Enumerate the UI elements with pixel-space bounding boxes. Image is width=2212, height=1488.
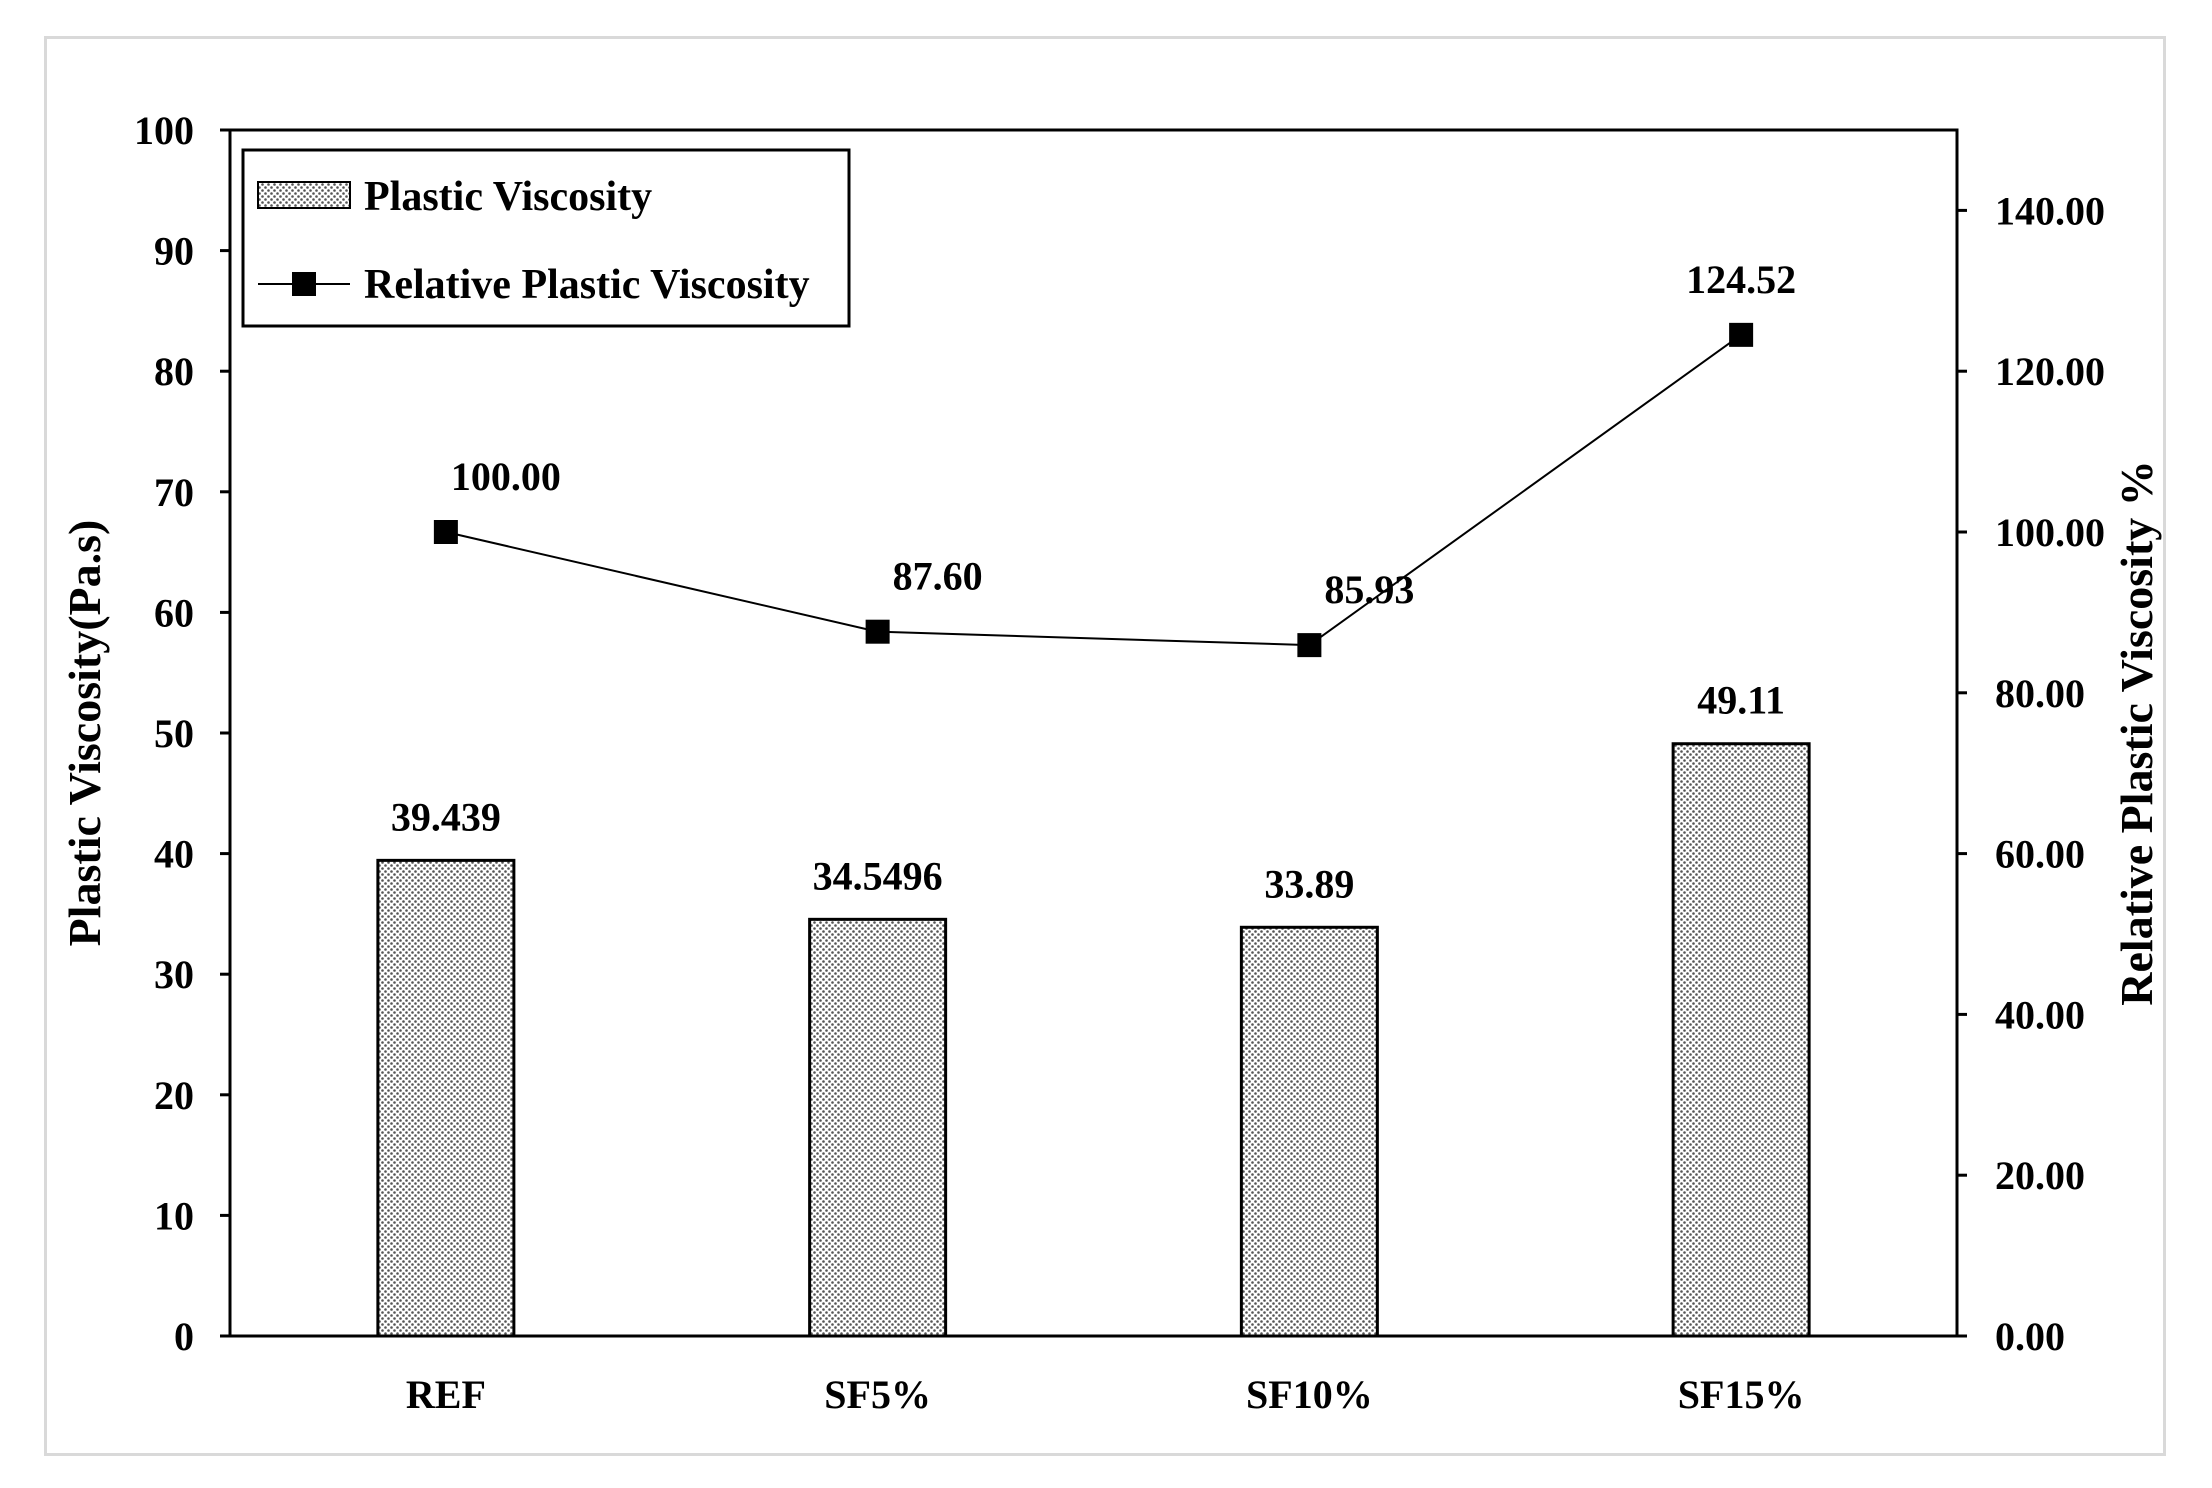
y-axis-title: Plastic Viscosity(Pa.s) — [59, 520, 110, 947]
y-tick-label: 40 — [154, 832, 194, 877]
y-tick-label: 50 — [154, 711, 194, 756]
y2-tick-label: 40.00 — [1995, 992, 2085, 1037]
bar-data-label: 34.5496 — [813, 853, 943, 898]
y2-tick-label: 100.00 — [1995, 510, 2105, 555]
line-data-label: 85.93 — [1324, 567, 1414, 612]
legend-box — [241, 148, 851, 328]
y-tick-label: 90 — [154, 229, 194, 274]
y2-axis-title: Relative Plastic Viscosity % — [2111, 460, 2162, 1006]
bar — [1671, 742, 1811, 1338]
bar — [1239, 925, 1379, 1338]
data-labels: 39.439 34.5496 33.89 49.11 100.00 87.60 85.93 1… — [391, 257, 1796, 906]
y2-tick-label: 140.00 — [1995, 188, 2105, 233]
bar — [376, 858, 516, 1338]
y-tick-label: 70 — [154, 470, 194, 515]
y2-tick-label: 20.00 — [1995, 1153, 2085, 1198]
bars-layer — [376, 742, 1811, 1338]
bar-data-label: 39.439 — [391, 794, 501, 839]
y-tick-label: 30 — [154, 952, 194, 997]
x-axis-ticks: REF SF5% SF10% SF15% — [406, 1372, 1805, 1417]
x-tick-label: SF5% — [824, 1372, 931, 1417]
y-tick-label: 60 — [154, 590, 194, 635]
y2-axis-ticks: 0.00 20.00 40.00 60.00 80.00 100.00 120.00 140.… — [1957, 188, 2105, 1359]
bar — [808, 917, 948, 1338]
x-tick-label: SF10% — [1246, 1372, 1373, 1417]
line-marker — [433, 520, 458, 544]
y2-tick-label: 120.00 — [1995, 349, 2105, 394]
bar-data-label: 49.11 — [1697, 678, 1785, 723]
y-tick-label: 0 — [174, 1314, 194, 1359]
y-tick-label: 80 — [154, 349, 194, 394]
legend-label-plastic-viscosity: Plastic Viscosity — [364, 174, 652, 220]
y-tick-label: 20 — [154, 1073, 194, 1118]
x-tick-label: SF15% — [1678, 1372, 1805, 1417]
legend-marker-swatch — [292, 272, 316, 296]
y-tick-label: 10 — [154, 1193, 194, 1238]
legend-bar-swatch — [257, 181, 351, 209]
y-axis-ticks: 0 10 20 30 40 50 60 70 80 90 100 — [134, 108, 230, 1359]
line-data-label: 87.60 — [893, 554, 983, 599]
y2-tick-label: 60.00 — [1995, 832, 2085, 877]
line-layer — [433, 322, 1754, 658]
bar-data-label: 33.89 — [1264, 861, 1354, 906]
line-data-label: 100.00 — [451, 454, 561, 499]
legend: Plastic Viscosity Relative Plastic Visco… — [241, 148, 851, 328]
legend-label-relative-plastic-viscosity: Relative Plastic Viscosity — [364, 262, 810, 308]
line-marker — [865, 619, 890, 644]
line-marker — [1297, 633, 1322, 658]
series-line-relative-plastic-viscosity — [445, 334, 1742, 647]
line-marker — [1729, 322, 1754, 347]
line-data-label: 124.52 — [1686, 257, 1796, 302]
y2-tick-label: 0.00 — [1995, 1314, 2065, 1359]
y-tick-label: 100 — [134, 108, 194, 153]
y2-tick-label: 80.00 — [1995, 671, 2085, 716]
x-tick-label: REF — [406, 1372, 486, 1417]
